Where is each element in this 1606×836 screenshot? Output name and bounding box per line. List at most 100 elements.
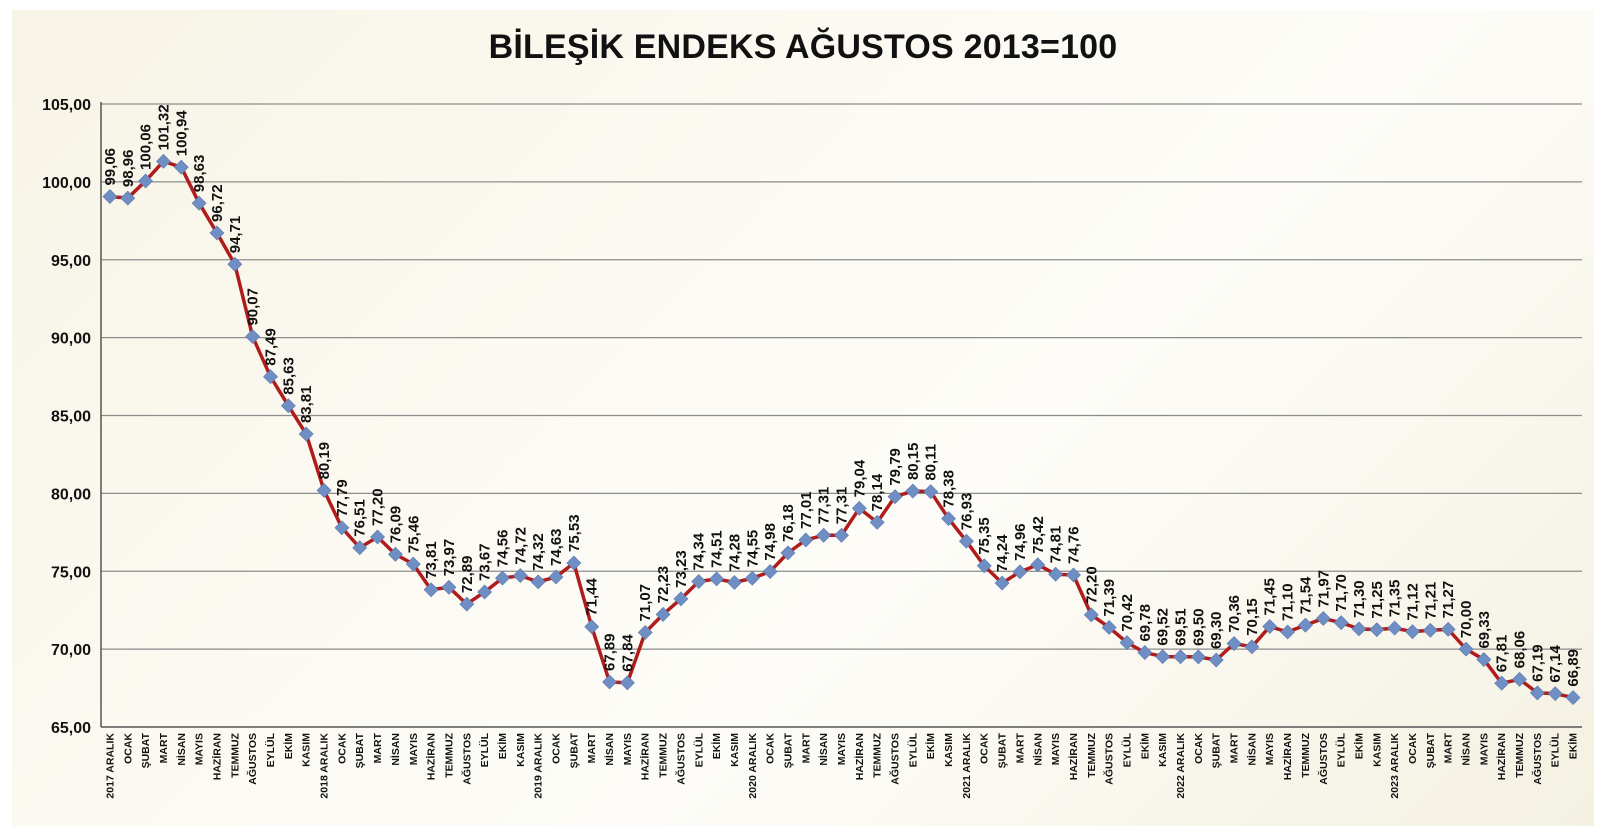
data-label: 78,14 <box>869 473 886 511</box>
y-tick-label: 85,00 <box>51 409 91 426</box>
data-point-marker <box>727 575 742 590</box>
data-labels: 99,06 98,96 100,06 101,32 100,9498,6396,7294… <box>102 104 1582 686</box>
data-point-marker <box>1565 690 1581 705</box>
data-point-marker <box>138 173 154 189</box>
data-label: 71,35 <box>1387 580 1404 618</box>
data-label: 69,30 <box>1208 611 1225 649</box>
data-point-marker <box>1119 635 1135 651</box>
x-tick-label: EYLÜL <box>478 732 491 767</box>
data-point-marker <box>1494 675 1510 691</box>
series-markers <box>102 153 1581 705</box>
x-tick-label: KASIM <box>1157 733 1169 767</box>
data-point-marker <box>263 369 278 385</box>
x-tick-label: EKİM <box>1567 733 1580 760</box>
data-label: 101,32 <box>155 104 172 150</box>
x-tick-label: TEMMUZ <box>229 732 241 777</box>
x-tick-label: TEMMUZ <box>1300 732 1312 777</box>
x-tick-label: NİSAN <box>1245 733 1258 766</box>
data-point-marker <box>566 555 582 571</box>
data-point-marker <box>173 159 189 175</box>
data-point-marker <box>923 484 939 500</box>
data-point-marker <box>370 529 385 545</box>
data-point-marker <box>352 540 368 556</box>
data-point-marker <box>1155 649 1171 665</box>
x-tick-label: NİSAN <box>817 733 830 766</box>
data-point-marker <box>834 527 849 543</box>
data-point-marker <box>227 256 243 272</box>
x-tick-label: TEMMUZ <box>443 732 455 777</box>
x-tick-label: HAZİRAN <box>1067 733 1080 780</box>
x-tick-label: 2018 ARALIK <box>319 733 331 799</box>
data-point-marker <box>1547 686 1563 702</box>
data-point-marker <box>405 556 421 572</box>
data-label: 72,20 <box>1083 566 1100 604</box>
x-tick-label: MART <box>1014 732 1026 763</box>
data-label: 90,07 <box>245 288 262 326</box>
data-label: 100,94 <box>173 110 190 157</box>
x-tick-label: MART <box>1443 732 1455 763</box>
data-label: 71,25 <box>1369 581 1386 619</box>
x-tick-label: EKİM <box>282 733 295 760</box>
x-tick-label: HAZİRAN <box>1281 733 1294 780</box>
x-tick-label: TEMMUZ <box>1086 732 1098 777</box>
x-tick-label: MAYIS <box>1264 733 1276 765</box>
x-tick-label: 2017 ARALIK <box>104 733 116 799</box>
chart-background <box>12 10 1594 826</box>
data-point-marker <box>584 619 600 635</box>
x-tick-label: AĞUSTOS <box>1531 733 1544 785</box>
data-point-marker <box>387 546 403 562</box>
data-label: 71,30 <box>1351 580 1368 618</box>
x-tick-label: HAZİRAN <box>1495 733 1508 780</box>
data-point-marker <box>1440 621 1456 637</box>
y-tick-label: 75,00 <box>51 564 91 581</box>
y-tick-label: 105,00 <box>42 97 91 114</box>
x-tick-label: KASIM <box>515 733 527 767</box>
x-tick-label: AĞUSTOS <box>246 733 259 785</box>
data-label: 67,14 <box>1547 644 1564 682</box>
data-label: 75,35 <box>976 517 993 555</box>
x-tick-label: MAYIS <box>408 733 420 765</box>
data-point-marker <box>673 591 689 607</box>
data-label: 70,36 <box>1226 595 1243 633</box>
data-label: 69,51 <box>1173 608 1190 646</box>
data-label: 76,09 <box>387 506 404 544</box>
data-label: 71,27 <box>1440 581 1457 619</box>
data-point-marker <box>1030 557 1046 573</box>
y-tick-label: 65,00 <box>51 720 91 737</box>
x-tick-label: AĞUSTOS <box>460 733 473 785</box>
data-point-marker <box>1333 615 1349 631</box>
x-tick-label: EYLÜL <box>1335 732 1348 767</box>
data-point-marker <box>1083 607 1099 623</box>
data-point-marker <box>1458 641 1474 657</box>
data-point-marker <box>1012 564 1028 580</box>
data-point-marker <box>102 189 118 204</box>
data-label: 74,81 <box>1048 526 1065 564</box>
data-point-marker <box>637 625 653 640</box>
x-tick-label: EKİM <box>496 733 509 760</box>
data-point-marker <box>1208 652 1224 668</box>
x-tick-label: MART <box>1229 732 1241 763</box>
data-label: 80,19 <box>316 442 333 480</box>
data-label: 75,42 <box>1030 516 1047 554</box>
data-label: 83,81 <box>298 385 315 423</box>
data-point-marker <box>441 579 457 595</box>
data-label: 71,97 <box>1315 570 1332 608</box>
x-tick-label: EKİM <box>710 733 723 760</box>
x-tick-label: ŞUBAT <box>782 732 794 768</box>
data-label: 73,97 <box>441 539 458 577</box>
data-point-marker <box>994 575 1010 591</box>
data-label: 72,89 <box>459 556 476 594</box>
y-tick-label: 70,00 <box>51 642 91 659</box>
x-tick-label: KASIM <box>729 733 741 767</box>
data-label: 73,67 <box>477 543 494 581</box>
x-tick-label: HAZİRAN <box>425 733 438 780</box>
data-label: 74,51 <box>709 530 726 568</box>
data-point-marker <box>512 568 528 584</box>
data-point-marker <box>1476 652 1492 667</box>
x-tick-label: ŞUBAT <box>997 732 1009 768</box>
data-point-marker <box>245 329 261 344</box>
data-label: 74,34 <box>691 532 708 570</box>
x-tick-label: MAYIS <box>622 733 634 765</box>
data-label: 79,79 <box>887 448 904 486</box>
data-label: 100,06 <box>138 124 155 170</box>
